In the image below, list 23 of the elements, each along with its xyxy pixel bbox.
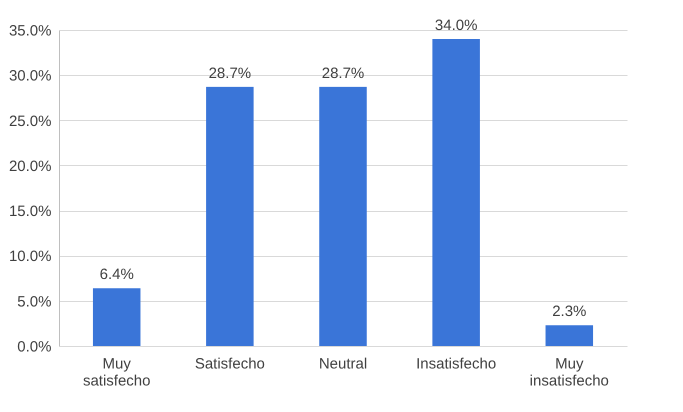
y-tick-label: 10.0% — [8, 248, 52, 266]
x-tick-label: Neutral — [318, 356, 368, 372]
y-tick-label: 20.0% — [8, 158, 52, 175]
bar — [319, 86, 367, 346]
x-tick-label: Satisfecho — [194, 356, 265, 372]
bar — [546, 325, 594, 346]
bar — [92, 288, 140, 346]
y-tick-label: 30.0% — [8, 68, 52, 85]
y-tick-label: 35.0% — [8, 22, 52, 40]
y-tick-label: 25.0% — [8, 112, 52, 130]
x-tick-label: Muy satisfecho — [82, 356, 150, 390]
y-tick-label: 5.0% — [17, 293, 52, 310]
data-label: 28.7% — [208, 64, 252, 82]
bar — [206, 86, 254, 346]
data-label: 28.7% — [322, 64, 364, 82]
x-tick-label: Muy insatisfecho — [530, 356, 609, 390]
y-tick-label: 0.0% — [17, 338, 52, 356]
y-tick-label: 15.0% — [8, 203, 52, 220]
data-label: 34.0% — [434, 17, 478, 34]
data-label: 2.3% — [552, 303, 586, 320]
x-tick-label: Insatisfecho — [416, 356, 496, 372]
data-label: 6.4% — [100, 266, 134, 284]
bar — [432, 39, 480, 346]
